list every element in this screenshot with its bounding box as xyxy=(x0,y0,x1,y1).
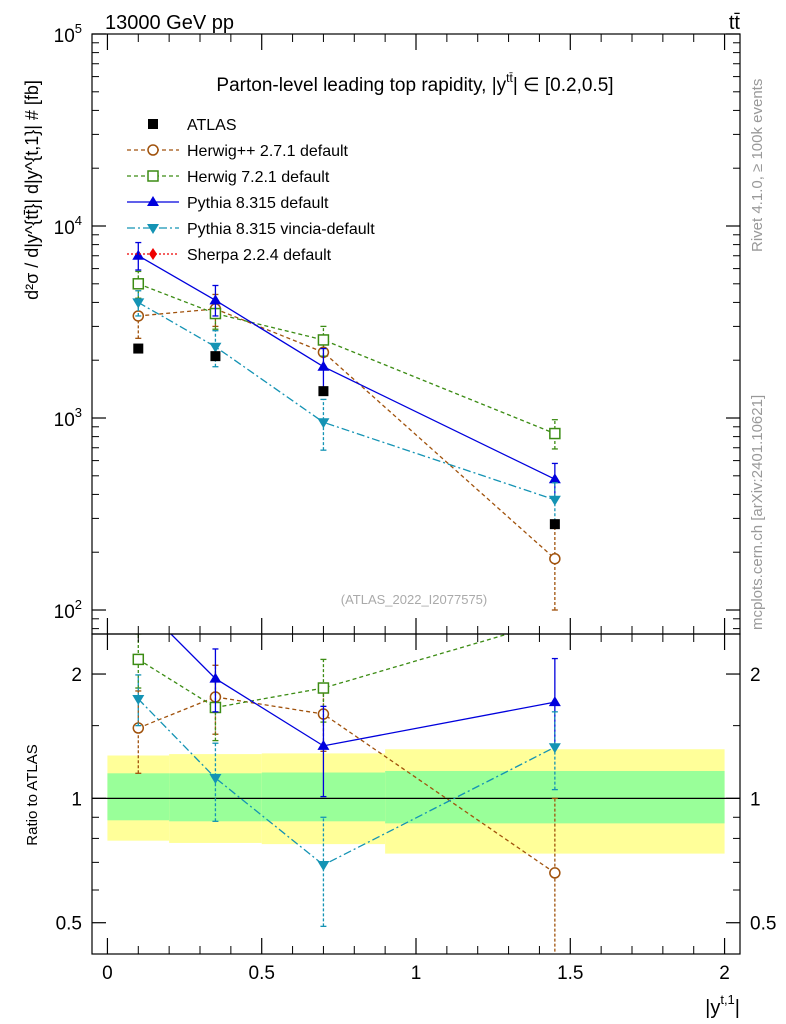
atlas-point xyxy=(549,519,560,530)
x-tick-label: 2 xyxy=(719,963,730,984)
legend-entry-vincia: Pythia 8.315 vincia-default xyxy=(127,221,375,238)
uncertainty-bands xyxy=(107,749,725,854)
ratio-line xyxy=(137,634,511,709)
data-point xyxy=(548,473,561,484)
ratio-point xyxy=(209,774,222,785)
ratio-y-tick-label: 0.5 xyxy=(56,914,82,935)
y-tick-label: 102 xyxy=(54,597,82,623)
data-point xyxy=(317,418,330,429)
main-plot: 102 103 104 105 Parton-level leading top ra… xyxy=(22,21,741,635)
plot-title: Parton-level leading top rapidity, |ytt̄… xyxy=(216,71,613,96)
series-vincia xyxy=(132,290,561,522)
x-tick-label: 1.5 xyxy=(557,963,583,984)
main-series xyxy=(132,241,561,611)
y-tick-label: 104 xyxy=(54,213,82,239)
series-pythia xyxy=(132,241,561,500)
ratio-point xyxy=(317,739,330,750)
x-axis-label: |yt,1| xyxy=(705,992,740,1019)
series-line xyxy=(137,301,556,501)
x-tick-label: 1 xyxy=(411,963,422,984)
ratio-line xyxy=(138,696,556,874)
data-point xyxy=(209,294,222,305)
data-point xyxy=(132,298,145,309)
legend-marker xyxy=(147,196,159,206)
y-tick-label: 103 xyxy=(54,405,82,431)
legend-marker xyxy=(147,224,159,234)
series-herwigpp xyxy=(132,293,561,611)
legend-entry-sherpa: Sherpa 2.2.4 default xyxy=(127,247,332,264)
legend-entry-pythia: Pythia 8.315 default xyxy=(127,195,329,212)
legend-marker xyxy=(149,248,157,260)
main-y-axis-label: d²σ / d|y^{tt̄}| d|y^{t,1}| # [fb] xyxy=(22,80,42,300)
ratio-plot: 0.5 0.5 1 1 2 2 0 0.5 1 1.5 2 Ratio to ATLAS |yt,1… xyxy=(24,34,776,1019)
x-tick-label: 0 xyxy=(102,963,113,984)
ratio-point xyxy=(132,653,145,666)
ratio-y-tick-label-right: 0.5 xyxy=(750,914,776,935)
ratio-point xyxy=(209,672,222,683)
ratio-y-tick-label: 1 xyxy=(71,789,82,810)
ratio-point xyxy=(132,695,145,706)
legend-entry-herwigpp: Herwig++ 2.7.1 default xyxy=(127,143,349,160)
ratio-point xyxy=(317,860,330,871)
data-point xyxy=(317,334,330,346)
energy-label: 13000 GeV pp xyxy=(105,12,234,34)
ratio-y-tick-label-right: 1 xyxy=(750,789,761,810)
rivet-label: Rivet 4.1.0, ≥ 100k events xyxy=(749,79,766,252)
process-label: tt̄ xyxy=(729,12,741,34)
ratio-point xyxy=(548,696,561,707)
main-y-ticks: 102 103 104 105 xyxy=(54,21,740,630)
ratio-series xyxy=(132,634,561,954)
legend-label: Herwig 7.2.1 default xyxy=(187,169,330,186)
ratio-line xyxy=(137,698,556,866)
legend-marker xyxy=(147,144,159,156)
ratio-y-tick-label-right: 2 xyxy=(750,665,761,686)
data-point xyxy=(549,552,561,565)
ratio-ticks: 0.5 0.5 1 1 2 2 0 0.5 1 1.5 2 xyxy=(56,34,776,984)
legend-label: ATLAS xyxy=(187,117,237,134)
legend-marker xyxy=(148,119,158,129)
legend-marker xyxy=(147,170,159,182)
data-point xyxy=(132,249,145,260)
mcplots-label: mcplots.cern.ch [arXiv:2401.10621] xyxy=(749,395,766,630)
series-line xyxy=(138,283,556,435)
data-points xyxy=(133,343,560,530)
series-line xyxy=(137,255,556,480)
band-inner xyxy=(107,773,170,821)
data-point xyxy=(132,278,145,290)
data-point xyxy=(549,427,561,440)
legend-entry-data: ATLAS xyxy=(148,117,237,134)
ratio-point xyxy=(317,682,330,694)
ratio-series-vincia xyxy=(132,674,561,927)
legend-entry-herwig7: Herwig 7.2.1 default xyxy=(127,169,330,186)
atlas-point xyxy=(318,386,329,397)
data-point xyxy=(317,360,330,371)
legend-label: Sherpa 2.2.4 default xyxy=(187,247,332,264)
y-tick-label: 105 xyxy=(54,21,82,47)
legend-label: Pythia 8.315 default xyxy=(187,195,329,212)
analysis-watermark: (ATLAS_2022_I2077575) xyxy=(341,592,487,607)
data-point xyxy=(548,495,561,506)
x-tick-label: 0.5 xyxy=(249,963,275,984)
ratio-y-tick-label: 2 xyxy=(71,665,82,686)
series-herwig7 xyxy=(132,270,561,450)
ratio-series-pythia xyxy=(170,634,561,798)
legend-label: Herwig++ 2.7.1 default xyxy=(187,143,349,160)
ratio-point xyxy=(549,867,561,879)
series-line xyxy=(138,308,556,560)
ratio-y-axis-label: Ratio to ATLAS xyxy=(24,744,41,845)
ratio-point xyxy=(548,743,561,754)
legend-label: Pythia 8.315 vincia-default xyxy=(187,221,375,238)
ratio-line xyxy=(170,634,555,747)
atlas-point xyxy=(133,343,144,354)
data-point xyxy=(209,342,222,353)
legend: ATLAS Herwig++ 2.7.1 default Herwig 7.2.1 … xyxy=(127,117,375,264)
atlas-point xyxy=(210,351,221,362)
